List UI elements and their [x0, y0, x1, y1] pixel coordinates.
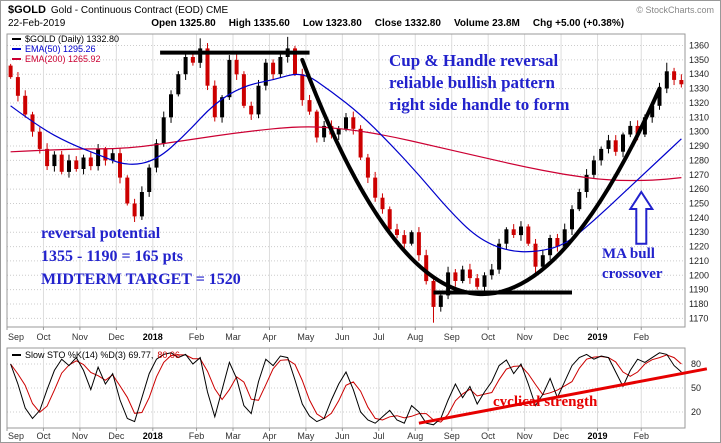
stoch-legend-label: Slow STO %K(14) %D(3) 69.77, [25, 350, 154, 360]
svg-text:Sep: Sep [8, 332, 24, 342]
svg-text:Apr: Apr [262, 332, 276, 342]
quote-low: Low 1323.80 [302, 18, 362, 29]
cup-annotation-line1: Cup & Handle reversal [389, 51, 559, 70]
svg-text:Feb: Feb [189, 332, 205, 342]
svg-text:1190: 1190 [689, 285, 708, 295]
legend-stochastic: Slow STO %K(14) %D(3) 69.77, 80.06 [12, 350, 180, 360]
quote-high: High 1335.60 [228, 18, 290, 29]
svg-text:Dec: Dec [553, 431, 570, 441]
quote-bar: 22-Feb-2019 Open 1325.80 High 1335.60 Lo… [8, 18, 710, 29]
ticker-symbol: $GOLD [8, 4, 46, 16]
svg-text:Sep: Sep [444, 431, 460, 441]
svg-text:2018: 2018 [143, 431, 163, 441]
svg-text:1360: 1360 [689, 40, 709, 50]
svg-text:2018: 2018 [143, 332, 163, 342]
ema50-swatch-icon [12, 48, 21, 50]
legend-ema200: EMA(200) 1265.92 [12, 54, 101, 64]
svg-text:1340: 1340 [689, 69, 709, 79]
svg-text:Jun: Jun [335, 332, 350, 342]
svg-text:Oct: Oct [481, 332, 496, 342]
ma-annotation-line1: MA bull [602, 246, 655, 262]
legend-price: $GOLD (Daily) 1332.80 [12, 34, 119, 44]
svg-text:Nov: Nov [517, 431, 534, 441]
target-annotation-line3: MIDTERM TARGET = 1520 [41, 271, 241, 288]
svg-text:1200: 1200 [689, 270, 709, 280]
svg-text:2019: 2019 [588, 431, 608, 441]
svg-text:Nov: Nov [72, 332, 89, 342]
quote-close: Close 1332.80 [374, 18, 441, 29]
legend-price-label: $GOLD (Daily) 1332.80 [25, 34, 120, 44]
cyclical-strength-annotation: cyclical strength [493, 394, 598, 410]
quote-open: Open 1325.80 [151, 18, 216, 29]
quote-volume: Volume 23.8M [453, 18, 520, 29]
quote-change: Chg +5.00 (+0.38%) [532, 18, 625, 29]
stoch-d-value: 80.06 [157, 350, 180, 360]
svg-text:1330: 1330 [689, 84, 709, 94]
svg-text:1280: 1280 [689, 155, 709, 165]
cup-annotation-line3: right side handle to form [389, 95, 570, 114]
svg-text:1230: 1230 [689, 227, 709, 237]
reversal-target-annotation: reversal potential 1355 - 1190 = 165 pts… [41, 222, 241, 291]
svg-text:Aug: Aug [407, 332, 423, 342]
svg-text:1170: 1170 [689, 313, 708, 323]
svg-text:Jul: Jul [373, 332, 385, 342]
svg-text:Mar: Mar [225, 332, 241, 342]
svg-text:Feb: Feb [634, 431, 650, 441]
svg-text:1310: 1310 [689, 112, 709, 122]
svg-text:May: May [297, 431, 315, 441]
ema200-swatch-icon [12, 58, 21, 60]
svg-text:1290: 1290 [689, 141, 709, 151]
svg-text:Dec: Dec [108, 431, 125, 441]
svg-text:Dec: Dec [108, 332, 125, 342]
svg-text:1270: 1270 [689, 170, 709, 180]
svg-text:Aug: Aug [407, 431, 423, 441]
legend-ema50-label: EMA(50) 1295.26 [25, 44, 96, 54]
svg-text:May: May [297, 332, 315, 342]
svg-text:Nov: Nov [517, 332, 534, 342]
svg-text:Jul: Jul [373, 431, 385, 441]
svg-text:Feb: Feb [634, 332, 650, 342]
svg-text:1250: 1250 [689, 198, 709, 208]
svg-text:80: 80 [691, 359, 701, 369]
svg-text:1210: 1210 [689, 256, 709, 266]
price-swatch-icon [12, 38, 21, 40]
svg-text:Nov: Nov [72, 431, 89, 441]
svg-text:1320: 1320 [689, 98, 709, 108]
svg-text:1240: 1240 [689, 213, 709, 223]
copyright-text: © StockCharts.com [636, 5, 714, 15]
svg-text:1260: 1260 [689, 184, 709, 194]
target-annotation-line2: 1355 - 1190 = 165 pts [41, 248, 184, 265]
chart-header: $GOLD Gold - Continuous Contract (EOD) C… [8, 4, 714, 16]
target-annotation-line1: reversal potential [41, 225, 161, 242]
svg-text:2019: 2019 [588, 332, 608, 342]
svg-text:1220: 1220 [689, 242, 709, 252]
chart-title: Gold - Continuous Contract (EOD) CME [50, 5, 229, 16]
svg-text:Sep: Sep [8, 431, 24, 441]
svg-text:50: 50 [691, 383, 701, 393]
quote-values: Open 1325.80 High 1335.60 Low 1323.80 Cl… [65, 18, 710, 29]
cup-annotation-line2: reliable bullish pattern [389, 73, 555, 92]
svg-text:Oct: Oct [481, 431, 496, 441]
cup-handle-annotation: Cup & Handle reversal reliable bullish p… [389, 50, 569, 116]
quote-date: 22-Feb-2019 [8, 18, 66, 29]
svg-text:Jun: Jun [335, 431, 350, 441]
svg-text:Apr: Apr [262, 431, 276, 441]
legend-ema200-label: EMA(200) 1265.92 [25, 54, 101, 64]
svg-text:1300: 1300 [689, 127, 709, 137]
svg-text:1350: 1350 [689, 55, 709, 65]
ma-crossover-annotation: MA bull crossover [602, 244, 663, 284]
svg-text:Feb: Feb [189, 431, 205, 441]
svg-text:Oct: Oct [36, 332, 51, 342]
svg-text:1180: 1180 [689, 299, 708, 309]
svg-text:20: 20 [691, 407, 701, 417]
svg-text:Dec: Dec [553, 332, 570, 342]
svg-text:Sep: Sep [444, 332, 460, 342]
stoch-swatch-icon [12, 354, 21, 356]
ma-annotation-line2: crossover [602, 266, 663, 282]
svg-text:Mar: Mar [225, 431, 241, 441]
svg-text:Oct: Oct [36, 431, 51, 441]
legend-ema50: EMA(50) 1295.26 [12, 44, 96, 54]
